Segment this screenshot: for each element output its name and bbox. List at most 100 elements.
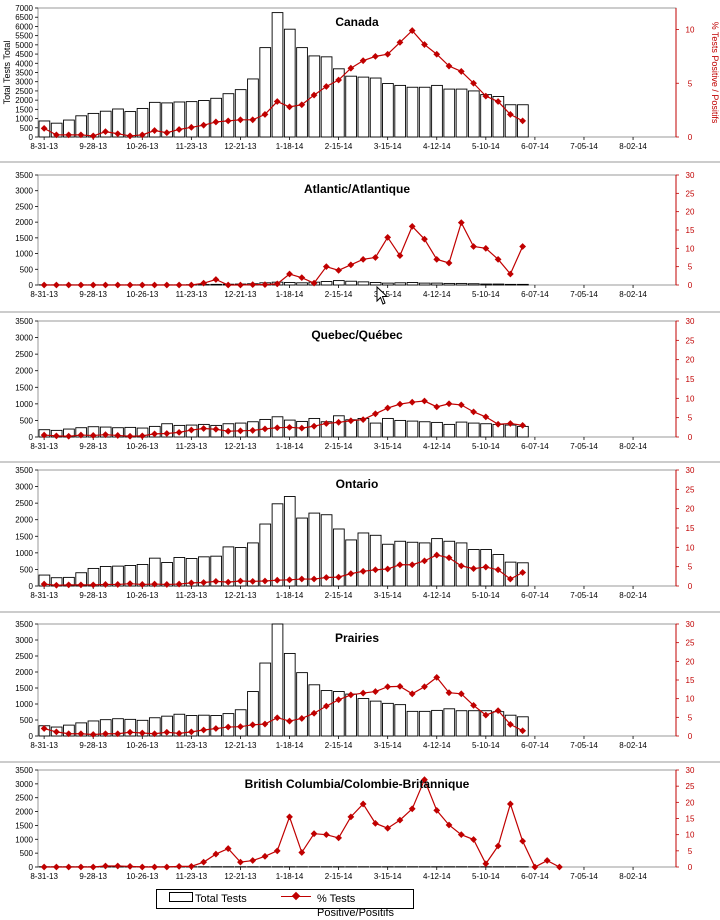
x-tick-label: 6-07-14 (521, 591, 549, 600)
line-marker (249, 281, 256, 288)
y2-tick-label: 5 (688, 414, 693, 423)
line-marker (482, 860, 489, 867)
line-marker (102, 863, 109, 870)
x-tick-label: 2-15-14 (325, 142, 353, 151)
x-tick-label: 8-31-13 (30, 872, 58, 881)
line-marker (335, 835, 342, 842)
bar (211, 284, 222, 285)
chart-title: Ontario (336, 477, 379, 491)
line-marker (127, 282, 134, 289)
x-tick-label: 5-10-14 (472, 142, 500, 151)
y-tick-label: 3000 (15, 187, 33, 196)
x-tick-label: 1-18-14 (276, 442, 304, 451)
bar (383, 703, 394, 736)
line-marker (249, 857, 256, 864)
y-tick-label: 2000 (15, 367, 33, 376)
line-marker (397, 252, 404, 259)
line-marker (384, 825, 391, 832)
y2-tick-label: 15 (686, 375, 695, 384)
bar (456, 422, 467, 437)
x-tick-label: 10-26-13 (126, 591, 159, 600)
chart-panel-6: 0500100015002000250030003500051015202530… (15, 766, 695, 881)
x-tick-label: 1-18-14 (276, 741, 304, 750)
x-tick-label: 10-26-13 (126, 872, 159, 881)
y-tick-label: 3000 (15, 78, 33, 87)
y2-tick-label: 5 (688, 847, 693, 856)
y-tick-label: 0 (29, 281, 34, 290)
bar (370, 282, 381, 285)
x-tick-label: 8-31-13 (30, 591, 58, 600)
x-tick-label: 5-10-14 (472, 741, 500, 750)
y-tick-label: 2500 (15, 202, 33, 211)
y-tick-label: 4000 (15, 59, 33, 68)
y-tick-label: 3500 (15, 317, 33, 326)
x-tick-label: 2-15-14 (325, 741, 353, 750)
x-tick-label: 8-02-14 (619, 142, 647, 151)
y2-tick-label: 30 (686, 171, 695, 180)
y2-tick-label: 20 (686, 657, 695, 666)
bar (358, 282, 369, 285)
line-marker (409, 399, 416, 406)
bar (456, 89, 467, 137)
chart-panel-2: 0500100015002000250030003500051015202530… (15, 171, 695, 299)
bar (272, 13, 283, 137)
bar (432, 710, 443, 736)
x-tick-label: 2-15-14 (325, 591, 353, 600)
chart-title: Prairies (335, 631, 379, 645)
line-marker (421, 398, 428, 405)
bar (383, 283, 394, 285)
line-marker (458, 219, 465, 226)
y2-tick-label: 5 (688, 79, 693, 88)
line-marker (397, 683, 404, 690)
legend-bars-label: Total Tests (195, 892, 247, 906)
bar (235, 90, 246, 137)
bar (297, 48, 308, 137)
y-tick-label: 0 (29, 433, 34, 442)
line-marker (372, 410, 379, 417)
x-tick-label: 8-31-13 (30, 442, 58, 451)
x-tick-label: 10-26-13 (126, 442, 159, 451)
y-tick-label: 4500 (15, 50, 33, 59)
y-tick-label: 6500 (15, 13, 33, 22)
y-tick-label: 2000 (15, 516, 33, 525)
y-tick-label: 3500 (15, 69, 33, 78)
bar (419, 422, 430, 437)
line-marker (225, 282, 232, 289)
x-tick-label: 3-15-14 (374, 741, 402, 750)
chart-title: British Columbia/Colombie-Britannique (245, 777, 470, 791)
x-tick-label: 1-18-14 (276, 290, 304, 299)
y2-tick-label: 0 (688, 133, 693, 142)
bar (297, 673, 308, 736)
line-marker (519, 838, 526, 845)
line-marker (78, 864, 85, 871)
bar (370, 535, 381, 586)
bar (309, 513, 320, 586)
line-marker (188, 282, 195, 289)
y-tick-label: 2000 (15, 808, 33, 817)
x-tick-label: 7-05-14 (570, 442, 598, 451)
bar (272, 504, 283, 586)
y2-tick-label: 10 (686, 244, 695, 253)
line-marker (176, 863, 183, 870)
x-tick-label: 8-31-13 (30, 290, 58, 299)
y2-tick-label: 20 (686, 505, 695, 514)
chart-panel-3: 0500100015002000250030003500051015202530… (15, 317, 695, 451)
line-marker (65, 282, 72, 289)
bar (481, 424, 492, 437)
line-marker (163, 864, 170, 871)
line-marker (286, 813, 293, 820)
bar (383, 84, 394, 137)
x-tick-label: 9-28-13 (79, 142, 107, 151)
y-axis-title: Total Tests Total (2, 41, 12, 105)
x-tick-label: 3-15-14 (374, 872, 402, 881)
legend-line-label: % Tests Positive/Positifs (317, 892, 413, 906)
x-tick-label: 1-18-14 (276, 591, 304, 600)
bar (468, 91, 479, 137)
y-tick-label: 1000 (15, 835, 33, 844)
bar (395, 283, 406, 285)
x-tick-label: 11-23-13 (176, 591, 208, 600)
x-tick-label: 9-28-13 (79, 290, 107, 299)
line-marker (262, 853, 269, 860)
y2-tick-label: 30 (686, 317, 695, 326)
